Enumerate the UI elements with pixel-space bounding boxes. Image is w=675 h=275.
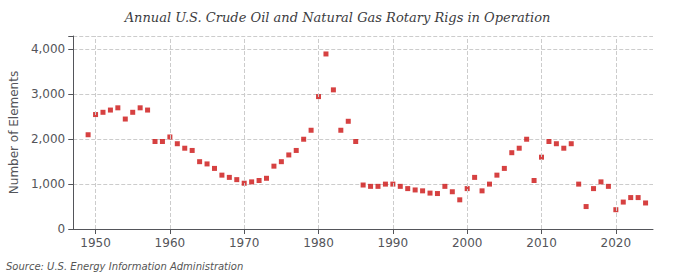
svg-text:4,000: 4,000 <box>31 42 65 56</box>
svg-text:3,000: 3,000 <box>31 87 65 101</box>
svg-text:2,000: 2,000 <box>31 132 65 146</box>
svg-text:0: 0 <box>58 222 66 236</box>
svg-text:2000: 2000 <box>452 236 483 250</box>
svg-text:2020: 2020 <box>601 236 632 250</box>
svg-text:2010: 2010 <box>526 236 557 250</box>
svg-text:1950: 1950 <box>80 236 111 250</box>
svg-text:1980: 1980 <box>303 236 334 250</box>
svg-text:Source: U.S. Energy Informatio: Source: U.S. Energy Information Administ… <box>6 261 243 272</box>
svg-text:1970: 1970 <box>229 236 260 250</box>
svg-text:1,000: 1,000 <box>31 177 65 191</box>
svg-text:Annual U.S. Crude Oil and Natu: Annual U.S. Crude Oil and Natural Gas Ro… <box>124 10 551 25</box>
svg-text:Number of Elements: Number of Elements <box>7 71 21 194</box>
svg-text:1960: 1960 <box>155 236 186 250</box>
svg-text:1990: 1990 <box>378 236 409 250</box>
